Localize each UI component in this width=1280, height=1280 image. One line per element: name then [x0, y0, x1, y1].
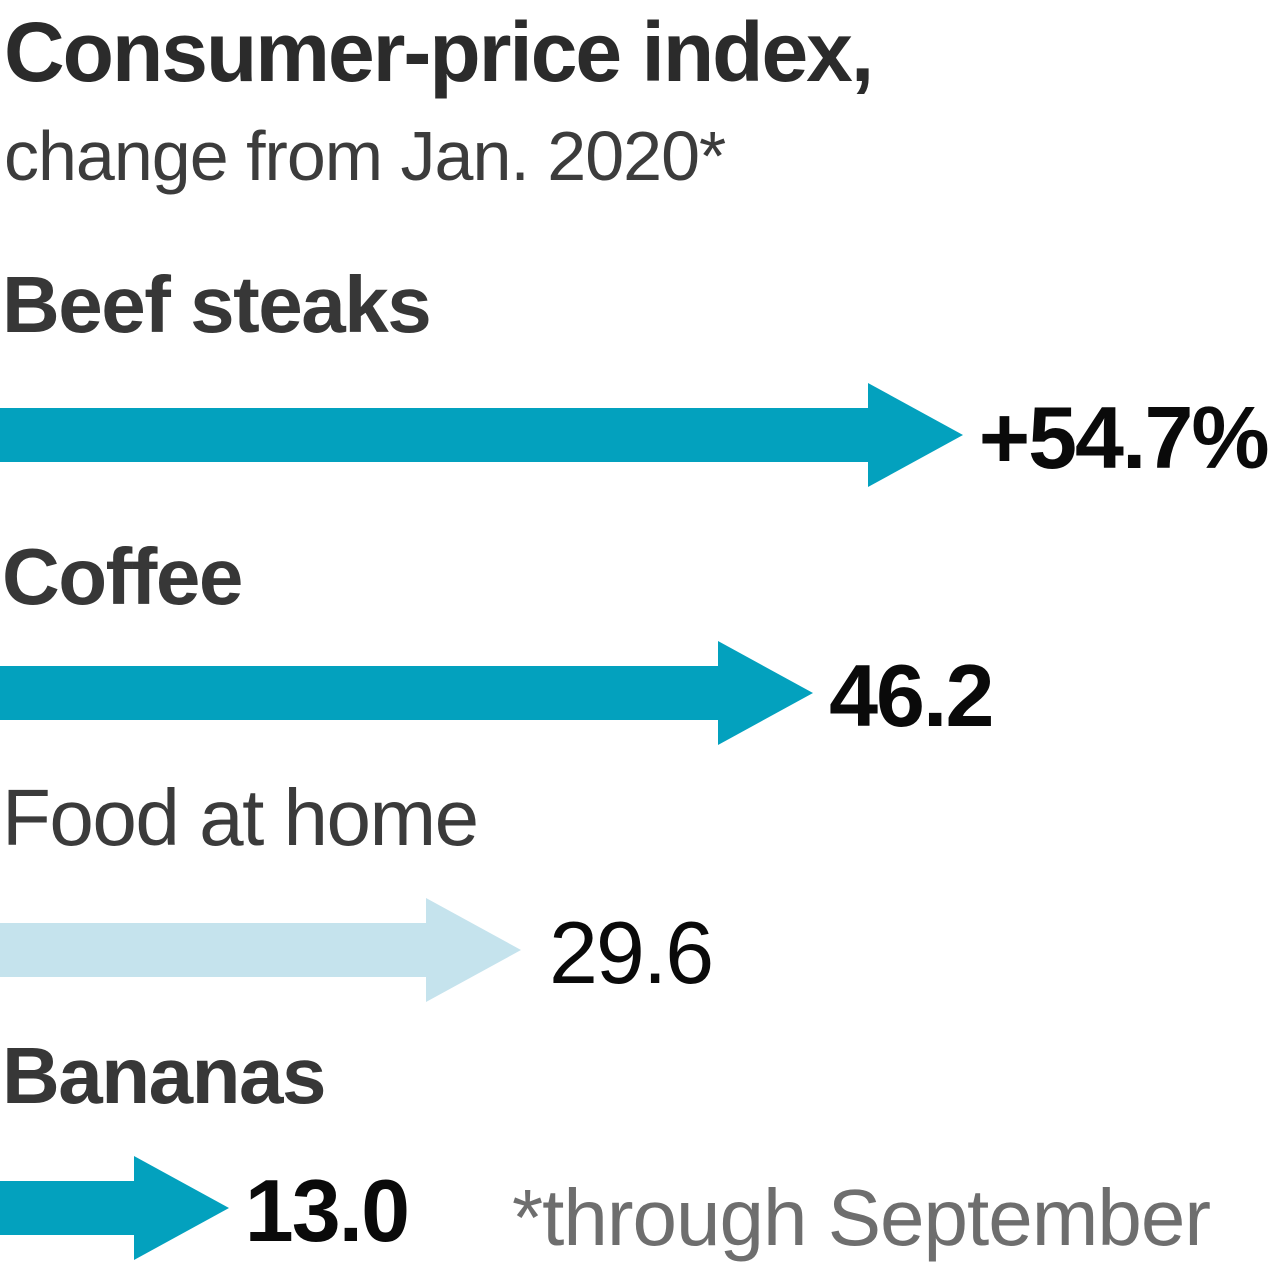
arrow-head-icon [718, 640, 814, 745]
arrow-head-icon [425, 897, 521, 1002]
chart-footnote: *through September [512, 1173, 1211, 1262]
arrow-bar: 46.2 [0, 640, 994, 745]
arrow-shaft [0, 922, 426, 977]
arrow-shaft [0, 665, 719, 720]
chart-title: Consumer-price index, [4, 5, 874, 99]
value-label: 46.2 [829, 645, 994, 745]
arrow-bar: 29.6 [0, 897, 714, 1002]
value-label: 13.0 [244, 1160, 410, 1260]
value-label: +54.7% [978, 387, 1270, 487]
chart-subtitle: change from Jan. 2020* [4, 117, 726, 195]
category-label: Coffee [2, 532, 243, 621]
arrow-bar: 13.0 [0, 1155, 410, 1260]
arrow-shaft [0, 1180, 134, 1235]
arrow-head-icon [867, 382, 963, 487]
arrow-head-icon [133, 1155, 229, 1260]
arrow-bar: +54.7% [0, 382, 1270, 487]
category-label: Beef steaks [2, 260, 432, 349]
category-label: Bananas [2, 1031, 326, 1120]
category-label: Food at home [2, 773, 479, 862]
arrow-shaft [0, 407, 868, 462]
value-label: 29.6 [548, 902, 714, 1002]
